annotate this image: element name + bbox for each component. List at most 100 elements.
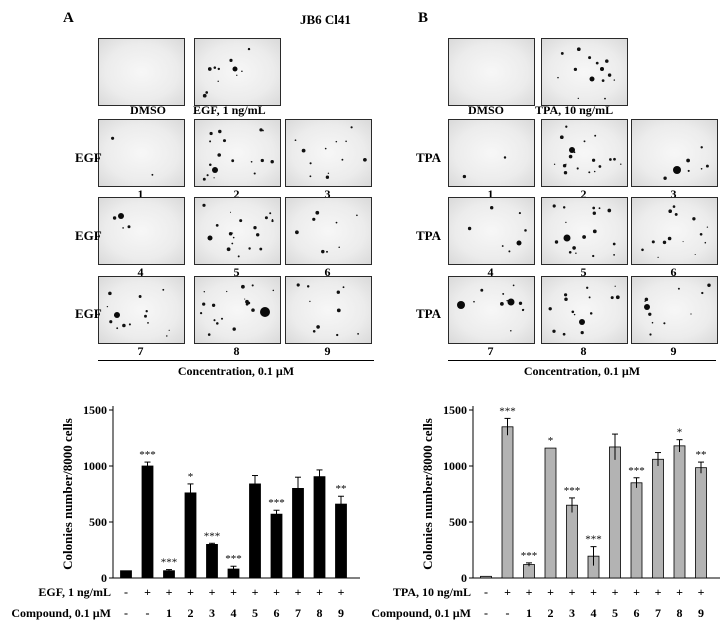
chart-a-row2-value-5: 4 (231, 606, 237, 620)
plate-a-compound-8 (194, 276, 281, 344)
panel-b-divider (448, 360, 716, 361)
chart-b-significance-1: *** (499, 405, 516, 417)
chart-a-row1-value-10: + (338, 585, 345, 599)
egf-colony-bar-chart: 0 500 1000 1500 Colonies number/8000 cells - -… (11, 403, 360, 620)
chart-b-significance-4: *** (564, 485, 581, 497)
chart-b-bar-3 (544, 447, 557, 579)
chart-b-bar-4 (566, 504, 578, 579)
chart-b-row1-value-6: + (612, 585, 619, 599)
plate-a-number-3: 3 (324, 187, 331, 201)
plate-a-number-4: 4 (137, 265, 144, 279)
chart-b-row1-value-9: + (676, 585, 683, 599)
chart-a-ytick-label: 500 (89, 515, 107, 529)
chart-a-row2-value-4: 3 (209, 606, 215, 620)
chart-a-significance-1: *** (139, 449, 156, 461)
plate-a-number-8: 8 (233, 344, 240, 358)
plate-a-number-5: 5 (233, 265, 240, 279)
chart-b-bar-7 (630, 482, 643, 579)
chart-b-row1-value-2: + (526, 585, 533, 599)
plate-a-compound-3 (285, 119, 372, 187)
chart-b-row1-value-5: + (590, 585, 597, 599)
panel-a-row-label-2: EGF (75, 228, 102, 243)
chart-b-row1-value-3: + (547, 585, 554, 599)
panel-a-dmso-label: DMSO (130, 103, 166, 117)
plate-b-dmso (448, 38, 535, 106)
plate-b-compound-3 (631, 119, 718, 187)
plate-a-number-2: 2 (233, 187, 240, 201)
chart-a-bar-4 (206, 543, 218, 579)
plate-a-number-1: 1 (137, 187, 144, 201)
plate-b-number-8: 8 (580, 344, 587, 358)
plate-b-number-1: 1 (487, 187, 494, 201)
chart-b-bar-8 (652, 458, 664, 579)
plate-b-number-5: 5 (580, 265, 587, 279)
chart-a-row1-value-2: + (166, 585, 173, 599)
chart-b-significance-7: *** (628, 465, 645, 477)
chart-b-bar-1 (501, 426, 514, 579)
chart-a-bar-9 (313, 476, 326, 579)
chart-b-significance-2: *** (521, 550, 538, 562)
chart-a-significance-3: * (188, 471, 194, 483)
chart-a-row1-value-1: + (144, 585, 151, 599)
chart-a-row2-value-9: 8 (317, 606, 323, 620)
chart-b-row2-label: Compound, 0.1 µM (371, 606, 471, 620)
chart-a-significance-7: *** (268, 497, 285, 509)
plate-b-number-4: 4 (487, 265, 494, 279)
chart-b-row2-value-1: - (506, 606, 510, 620)
chart-a-row1-value-4: + (209, 585, 216, 599)
chart-b-row2-value-7: 6 (634, 606, 640, 620)
chart-b-bar-9 (673, 445, 686, 579)
panel-a-egf-label: EGF, 1 ng/mL (193, 103, 266, 117)
plate-a-number-9: 9 (324, 344, 331, 358)
plate-a-number-7: 7 (137, 344, 144, 358)
chart-b-row1-value-8: + (655, 585, 662, 599)
chart-a-significance-10: ** (336, 483, 347, 495)
plate-b-compound-9 (631, 276, 718, 344)
chart-b-row2-value-9: 8 (677, 606, 683, 620)
plate-b-compound-5 (541, 197, 628, 265)
plate-a-number-6: 6 (324, 265, 331, 279)
plate-a-compound-6 (285, 197, 372, 265)
chart-b-ytick-label: 500 (449, 515, 467, 529)
panel-a-letter: A (63, 10, 74, 26)
panel-a-row-label-1: EGF (75, 150, 102, 165)
plate-a-compound-4 (98, 197, 185, 265)
chart-a-row1-label: EGF, 1 ng/mL (38, 585, 111, 599)
chart-a-row2-value-6: 5 (252, 606, 258, 620)
plate-b-compound-7 (448, 276, 535, 344)
chart-a-row1-value-6: + (252, 585, 259, 599)
chart-a-row2-value-1: - (146, 606, 150, 620)
chart-b-row2-value-2: 1 (526, 606, 532, 620)
chart-a-row2-value-0: - (124, 606, 128, 620)
chart-b-significance-5: *** (585, 534, 602, 546)
plate-b-number-2: 2 (580, 187, 587, 201)
chart-a-bar-7 (270, 513, 283, 579)
plate-b-compound-2 (541, 119, 628, 187)
plate-b-compound-4 (448, 197, 535, 265)
chart-a-bar-0 (120, 570, 132, 579)
plate-b-tpa (541, 38, 628, 106)
chart-a-row2-value-10: 9 (338, 606, 344, 620)
panel-b-tpa-label: TPA, 10 ng/mL (535, 103, 614, 117)
plate-b-compound-1 (448, 119, 535, 187)
chart-b-bar-6 (609, 446, 621, 579)
chart-b-significance-9: * (677, 427, 683, 439)
chart-b-row1-value-7: + (633, 585, 640, 599)
chart-b-ytick-label: 0 (461, 571, 467, 585)
chart-a-ytick-label: 1500 (83, 403, 107, 417)
panel-b-dmso-label: DMSO (468, 103, 504, 117)
plate-a-compound-7 (98, 276, 185, 344)
tpa-colony-bar-chart: 0 500 1000 1500 Colonies number/8000 cells - -… (371, 403, 720, 620)
chart-a-bar-3 (184, 492, 197, 579)
chart-b-bar-10 (695, 467, 707, 579)
chart-b-ytick-label: 1000 (443, 459, 467, 473)
chart-b-row2-value-5: 4 (591, 606, 597, 620)
chart-a-row1-value-9: + (316, 585, 323, 599)
plate-a-compound-9 (285, 276, 372, 344)
panel-a-concentration: Concentration, 0.1 µM (177, 364, 295, 378)
plate-b-compound-8 (541, 276, 628, 344)
plate-b-compound-6 (631, 197, 718, 265)
plate-a-compound-1 (98, 119, 185, 187)
plate-a-dmso (98, 38, 185, 106)
chart-a-bar-1 (141, 465, 154, 579)
